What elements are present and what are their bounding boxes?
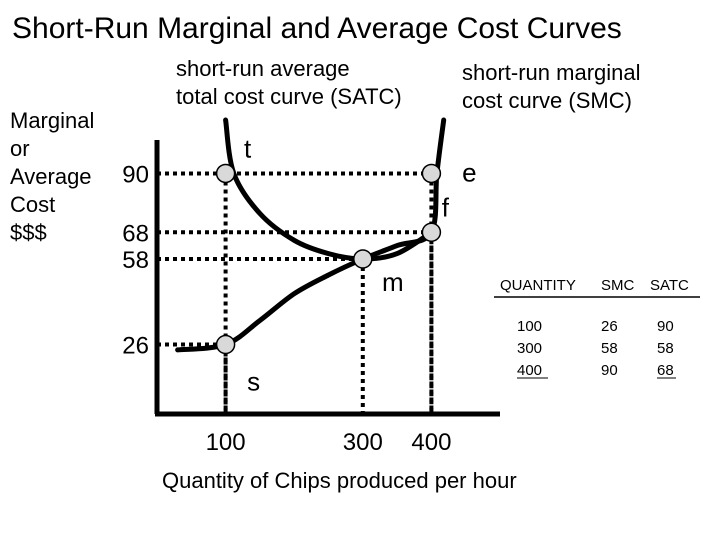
table-cell-quantity-1: 100 [517, 318, 542, 335]
satc-label-line-1: short-run average [176, 56, 350, 81]
y-axis-label-line-1: Marginal [10, 108, 94, 133]
point-label-t: t [244, 133, 252, 163]
table-header-satc: SATC [650, 277, 689, 294]
smc-curve-label: short-run marginal cost curve (SMC) [462, 60, 641, 113]
x-tick-label-300: 300 [343, 429, 383, 456]
satc-curve [223, 117, 434, 262]
y-axis-label-line-3: Average [10, 164, 92, 189]
chart-title: Short-Run Marginal and Average Cost Curv… [12, 12, 622, 45]
data-table: QUANTITY SMC SATC 100 300 400 26 58 90 9… [494, 277, 700, 379]
point-label-f: f [442, 192, 450, 222]
y-axis-label: Marginal or Average Cost $$$ [10, 108, 94, 245]
point-marker-s [215, 334, 236, 355]
y-axis-label-line-5: $$$ [10, 220, 47, 245]
guide-lines [157, 171, 434, 414]
table-cell-quantity-2: 300 [517, 340, 542, 357]
table-cell-satc-1: 90 [657, 318, 674, 335]
point-marker-e [421, 163, 442, 184]
y-axis-label-line-4: Cost [10, 192, 55, 217]
axes [154, 140, 500, 417]
point-marker-f [421, 222, 442, 243]
point-marker-m [353, 249, 373, 269]
smc-label-line-1: short-run marginal [462, 60, 641, 85]
satc-label-line-2: total cost curve (SATC) [176, 84, 402, 109]
table-cell-satc-2: 58 [657, 340, 674, 357]
table-cell-quantity-3: 400 [517, 362, 542, 379]
table-header-quantity: QUANTITY [500, 277, 576, 294]
y-tick-label-68: 68 [122, 220, 149, 247]
table-cell-smc-2: 58 [601, 340, 618, 357]
x-tick-label-100: 100 [206, 429, 246, 456]
y-tick-label-58: 58 [122, 247, 149, 274]
point-marker-t [215, 163, 236, 184]
table-cell-smc-3: 90 [601, 362, 618, 379]
x-tick-label-400: 400 [411, 429, 451, 456]
table-header-smc: SMC [601, 277, 635, 294]
y-tick-label-90: 90 [122, 161, 149, 188]
y-tick-label-26: 26 [122, 333, 149, 360]
y-axis-label-line-2: or [10, 136, 30, 161]
point-label-s: s [247, 367, 260, 397]
x-axis-label: Quantity of Chips produced per hour [162, 468, 517, 493]
point-label-m: m [382, 267, 404, 297]
table-cell-smc-1: 26 [601, 318, 618, 335]
smc-label-line-2: cost curve (SMC) [462, 88, 632, 113]
point-label-e: e [462, 157, 476, 187]
table-cell-satc-3: 68 [657, 362, 674, 379]
smc-curve [175, 117, 447, 353]
point-markers [215, 163, 442, 355]
satc-curve-label: short-run average total cost curve (SATC… [176, 56, 402, 109]
curves [175, 117, 447, 353]
point-labels: t ef m s [244, 133, 477, 396]
